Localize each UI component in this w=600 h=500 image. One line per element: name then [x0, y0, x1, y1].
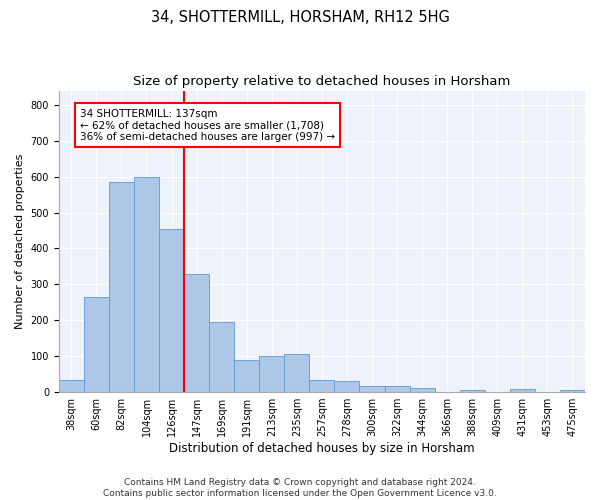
- Text: 34, SHOTTERMILL, HORSHAM, RH12 5HG: 34, SHOTTERMILL, HORSHAM, RH12 5HG: [151, 10, 449, 25]
- Bar: [134, 176, 159, 392]
- Bar: [359, 386, 385, 392]
- Text: Contains HM Land Registry data © Crown copyright and database right 2024.
Contai: Contains HM Land Registry data © Crown c…: [103, 478, 497, 498]
- Bar: [109, 182, 134, 392]
- Bar: [234, 360, 259, 392]
- Bar: [334, 380, 359, 392]
- Bar: [209, 322, 234, 392]
- Title: Size of property relative to detached houses in Horsham: Size of property relative to detached ho…: [133, 75, 511, 88]
- Bar: [385, 386, 410, 392]
- X-axis label: Distribution of detached houses by size in Horsham: Distribution of detached houses by size …: [169, 442, 475, 455]
- Bar: [59, 380, 84, 392]
- Bar: [159, 229, 184, 392]
- Bar: [410, 388, 434, 392]
- Y-axis label: Number of detached properties: Number of detached properties: [15, 154, 25, 329]
- Bar: [460, 390, 485, 392]
- Bar: [84, 297, 109, 392]
- Bar: [310, 380, 334, 392]
- Bar: [284, 354, 310, 392]
- Bar: [510, 389, 535, 392]
- Bar: [184, 274, 209, 392]
- Bar: [560, 390, 585, 392]
- Text: 34 SHOTTERMILL: 137sqm
← 62% of detached houses are smaller (1,708)
36% of semi-: 34 SHOTTERMILL: 137sqm ← 62% of detached…: [80, 108, 335, 142]
- Bar: [259, 356, 284, 392]
